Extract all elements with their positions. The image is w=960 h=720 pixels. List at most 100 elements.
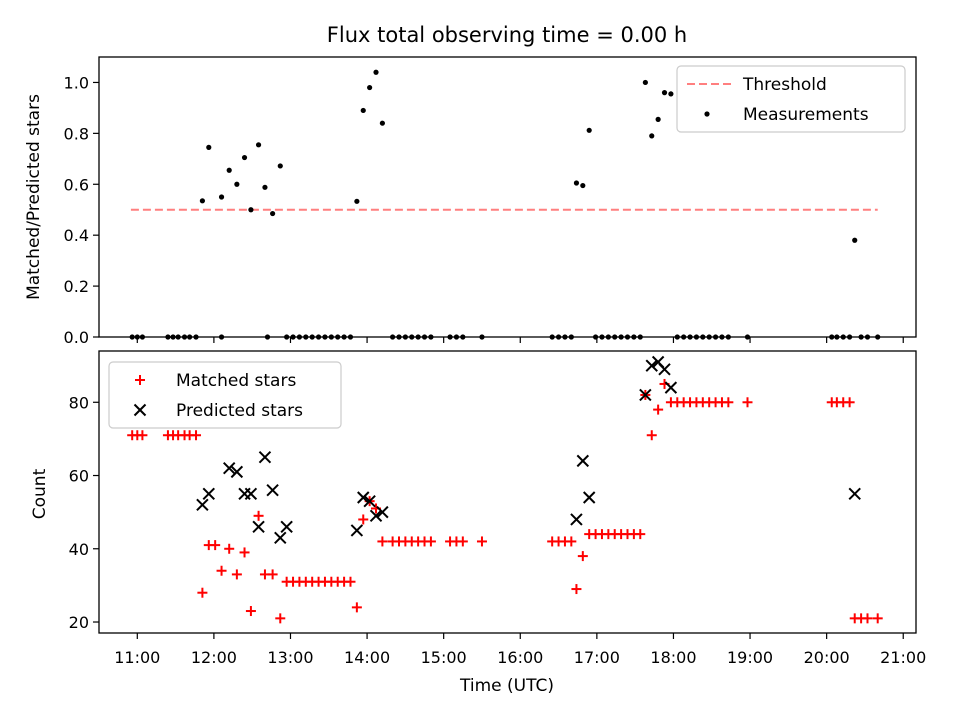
matched-stars-legend-label: Matched stars — [176, 371, 296, 391]
matched-legend-marker — [135, 375, 145, 385]
top-legend: Threshold Measurements — [676, 65, 906, 133]
predicted-star-point — [357, 491, 370, 504]
top-y-tick-label: 0.8 — [64, 124, 89, 143]
measurement-point — [367, 84, 373, 91]
top-x-ticks — [136, 337, 904, 343]
matched-stars-legend-swatch — [135, 375, 145, 385]
x-tick-label: 17:00 — [574, 648, 620, 667]
matched-star-point — [862, 613, 873, 624]
predicted-legend-marker — [133, 403, 147, 417]
x-tick-label: 11:00 — [114, 648, 160, 667]
top-y-tick-label: 0.2 — [64, 277, 89, 296]
measurement-point — [248, 207, 254, 213]
measurement-point — [586, 127, 592, 133]
x-tick-label: 19:00 — [727, 648, 773, 667]
measurement-point — [270, 210, 276, 217]
top-y-axis-label: Matched/Predicted stars — [24, 94, 44, 300]
predicted-stars-legend-swatch — [133, 403, 147, 417]
top-plot-frame — [98, 56, 917, 338]
predicted-stars-points — [196, 355, 861, 544]
bottom-plot-frame — [98, 350, 917, 634]
measurement-point — [573, 180, 580, 186]
predicted-star-point — [363, 494, 376, 508]
matched-star-point — [646, 430, 657, 441]
bottom-panel: Count Time (UTC) 20 40 60 80 11:00 12:00 13:0… — [30, 350, 926, 696]
bottom-y-tick-label: 80 — [69, 393, 89, 412]
bottom-y-ticks: 20 40 60 80 — [69, 393, 99, 632]
top-y-tick-label: 0.6 — [64, 175, 89, 194]
matched-star-point — [723, 397, 734, 408]
measurement-point — [642, 79, 648, 86]
matched-star-point — [239, 547, 250, 558]
matched-star-point — [224, 543, 235, 554]
predicted-star-point — [258, 451, 272, 464]
x-tick-label: 14:00 — [344, 648, 390, 667]
x-axis-label: Time (UTC) — [459, 676, 554, 696]
predicted-star-point — [280, 520, 293, 533]
matched-star-point — [653, 404, 664, 415]
predicted-star-point — [570, 513, 583, 526]
measurement-point — [199, 198, 206, 204]
predicted-star-point — [645, 359, 658, 372]
measurement-point — [661, 90, 668, 96]
measurement-point — [234, 181, 240, 187]
bottom-y-tick-label: 40 — [69, 540, 89, 559]
matched-star-point — [457, 536, 468, 547]
predicted-star-point — [230, 465, 244, 479]
bottom-legend-box — [108, 361, 342, 429]
matched-star-point — [231, 569, 242, 580]
matched-star-point — [275, 613, 286, 624]
measurement-point — [255, 142, 262, 148]
top-y-tick-label: 1.0 — [64, 73, 89, 92]
measurement-point — [218, 194, 225, 200]
measurement-point — [580, 182, 586, 189]
matched-star-point — [476, 536, 487, 547]
x-tick-label: 13:00 — [267, 648, 313, 667]
x-tick-label: 16:00 — [497, 648, 543, 667]
matched-star-point — [577, 551, 588, 562]
top-y-tick-label: 0.0 — [64, 328, 89, 347]
predicted-stars-legend-label: Predicted stars — [176, 401, 303, 421]
measurement-point — [206, 144, 212, 150]
x-tick-label: 18:00 — [650, 648, 696, 667]
measurement-point — [852, 237, 858, 243]
measurement-point — [354, 198, 360, 204]
bottom-y-tick-label: 60 — [69, 467, 89, 486]
top-y-ticks: 0.0 0.2 0.4 0.6 0.8 1.0 — [64, 73, 99, 347]
bottom-x-ticks: 11:00 12:00 13:00 14:00 15:00 16:00 17:00 18:00… — [114, 633, 926, 667]
matched-star-point — [267, 569, 278, 580]
predicted-star-point — [274, 531, 287, 544]
predicted-star-point — [196, 498, 209, 512]
measurement-point — [241, 154, 248, 161]
x-tick-label: 15:00 — [421, 648, 467, 667]
predicted-star-point — [266, 483, 279, 497]
measurement-point — [277, 163, 283, 169]
matched-star-point — [566, 536, 577, 547]
predicted-star-point — [350, 524, 364, 537]
matched-star-point — [358, 514, 369, 525]
matched-star-point — [216, 565, 227, 576]
matched-stars-points — [127, 378, 883, 624]
predicted-star-point — [658, 363, 671, 376]
bottom-legend: Matched stars Predicted stars — [108, 361, 342, 429]
bottom-y-axis-label: Count — [30, 468, 50, 519]
measurement-point — [668, 91, 674, 97]
matched-star-point — [210, 540, 221, 551]
measurements-points — [129, 69, 881, 340]
matched-star-point — [635, 529, 646, 540]
matched-star-point — [345, 576, 356, 587]
x-tick-label: 20:00 — [804, 648, 850, 667]
top-legend-box — [676, 65, 906, 133]
matched-star-point — [844, 397, 855, 408]
matched-star-point — [191, 430, 202, 441]
matched-star-point — [571, 584, 582, 595]
predicted-star-point — [639, 388, 652, 402]
predicted-star-point — [244, 487, 258, 501]
matched-star-point — [253, 510, 264, 521]
predicted-star-point — [223, 461, 236, 475]
measurements-legend-label: Measurements — [743, 105, 869, 125]
top-chart-title: Flux total observing time = 0.00 h — [327, 23, 687, 47]
x-tick-label: 21:00 — [880, 648, 926, 667]
matched-star-point — [872, 613, 883, 624]
